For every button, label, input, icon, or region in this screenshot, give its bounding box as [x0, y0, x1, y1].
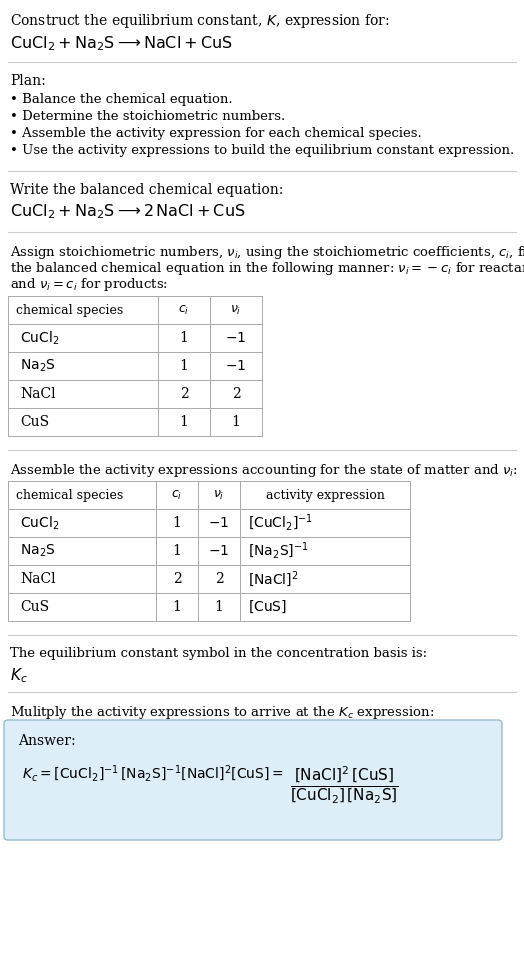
FancyBboxPatch shape [4, 720, 502, 840]
Text: Construct the equilibrium constant, $K$, expression for:: Construct the equilibrium constant, $K$,… [10, 12, 390, 30]
Text: 2: 2 [215, 572, 223, 586]
Text: 2: 2 [180, 387, 188, 401]
Text: Assign stoichiometric numbers, $\nu_i$, using the stoichiometric coefficients, $: Assign stoichiometric numbers, $\nu_i$, … [10, 244, 524, 261]
Text: 1: 1 [172, 544, 181, 558]
Text: 1: 1 [180, 331, 189, 345]
Text: Write the balanced chemical equation:: Write the balanced chemical equation: [10, 183, 283, 197]
Text: the balanced chemical equation in the following manner: $\nu_i = -c_i$ for react: the balanced chemical equation in the fo… [10, 260, 524, 277]
Text: $\mathrm{CuCl_2}$: $\mathrm{CuCl_2}$ [20, 515, 59, 532]
Text: NaCl: NaCl [20, 572, 56, 586]
Text: 1: 1 [214, 600, 223, 614]
Text: CuS: CuS [20, 415, 49, 429]
Text: 2: 2 [232, 387, 241, 401]
Text: $c_i$: $c_i$ [171, 488, 183, 501]
Text: $\mathrm{CuCl_2 + Na_2S \longrightarrow NaCl + CuS}$: $\mathrm{CuCl_2 + Na_2S \longrightarrow … [10, 34, 233, 53]
Text: $-1$: $-1$ [209, 544, 230, 558]
Text: chemical species: chemical species [16, 304, 123, 316]
Text: $\mathrm{CuCl_2 + Na_2S \longrightarrow 2\,NaCl + CuS}$: $\mathrm{CuCl_2 + Na_2S \longrightarrow … [10, 202, 246, 221]
Text: 1: 1 [172, 516, 181, 530]
Text: activity expression: activity expression [266, 489, 385, 501]
Text: $[\mathrm{Na_2S}]^{-1}$: $[\mathrm{Na_2S}]^{-1}$ [248, 541, 309, 562]
Text: $K_c = [\mathrm{CuCl_2}]^{-1}\,[\mathrm{Na_2S}]^{-1}[\mathrm{NaCl}]^{2}[\mathrm{: $K_c = [\mathrm{CuCl_2}]^{-1}\,[\mathrm{… [22, 764, 283, 784]
Text: $\mathrm{Na_2S}$: $\mathrm{Na_2S}$ [20, 542, 56, 560]
Text: CuS: CuS [20, 600, 49, 614]
Text: $[\mathrm{NaCl}]^{2}$: $[\mathrm{NaCl}]^{2}$ [248, 569, 299, 589]
Text: $K_c$: $K_c$ [10, 666, 28, 685]
Text: The equilibrium constant symbol in the concentration basis is:: The equilibrium constant symbol in the c… [10, 647, 427, 660]
Text: 1: 1 [232, 415, 241, 429]
Text: 1: 1 [180, 359, 189, 373]
Text: • Determine the stoichiometric numbers.: • Determine the stoichiometric numbers. [10, 110, 285, 123]
Text: NaCl: NaCl [20, 387, 56, 401]
Text: $\mathrm{Na_2S}$: $\mathrm{Na_2S}$ [20, 358, 56, 374]
Text: $-1$: $-1$ [225, 331, 247, 345]
Text: and $\nu_i = c_i$ for products:: and $\nu_i = c_i$ for products: [10, 276, 168, 293]
Text: Assemble the activity expressions accounting for the state of matter and $\nu_i$: Assemble the activity expressions accoun… [10, 462, 518, 479]
Text: $\nu_i$: $\nu_i$ [213, 488, 225, 501]
Text: • Use the activity expressions to build the equilibrium constant expression.: • Use the activity expressions to build … [10, 144, 514, 157]
Text: $[\mathrm{CuS}]$: $[\mathrm{CuS}]$ [248, 599, 287, 615]
Text: Answer:: Answer: [18, 734, 75, 748]
Text: chemical species: chemical species [16, 489, 123, 501]
Text: $\mathrm{CuCl_2}$: $\mathrm{CuCl_2}$ [20, 329, 59, 347]
Text: $[\mathrm{CuCl_2}]^{-1}$: $[\mathrm{CuCl_2}]^{-1}$ [248, 513, 313, 533]
Text: $\nu_i$: $\nu_i$ [231, 304, 242, 316]
Text: 2: 2 [172, 572, 181, 586]
Text: $\dfrac{[\mathrm{NaCl}]^{2}\,[\mathrm{CuS}]}{[\mathrm{CuCl_2}]\,[\mathrm{Na_2S}]: $\dfrac{[\mathrm{NaCl}]^{2}\,[\mathrm{Cu… [290, 764, 399, 805]
Text: 1: 1 [180, 415, 189, 429]
Text: $c_i$: $c_i$ [178, 304, 190, 316]
Text: 1: 1 [172, 600, 181, 614]
Text: Mulitply the activity expressions to arrive at the $K_c$ expression:: Mulitply the activity expressions to arr… [10, 704, 434, 721]
Text: Plan:: Plan: [10, 74, 46, 88]
Text: • Balance the chemical equation.: • Balance the chemical equation. [10, 93, 233, 106]
Text: • Assemble the activity expression for each chemical species.: • Assemble the activity expression for e… [10, 127, 422, 140]
Text: $-1$: $-1$ [225, 359, 247, 373]
Text: $-1$: $-1$ [209, 516, 230, 530]
